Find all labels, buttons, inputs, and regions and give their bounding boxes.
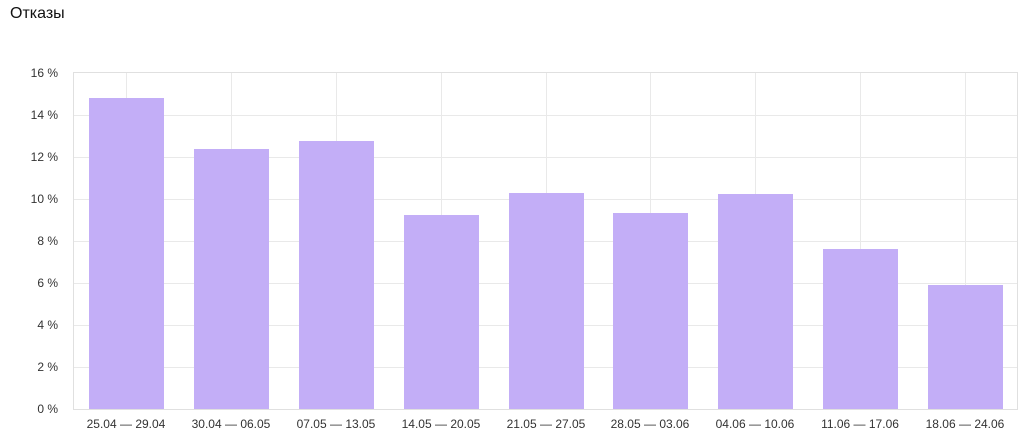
x-axis-label: 28.05 — 03.06: [610, 417, 690, 431]
x-axis-label: 21.05 — 27.05: [506, 417, 586, 431]
y-axis-label: 10 %: [30, 192, 58, 206]
y-axis-label: 14 %: [30, 108, 58, 122]
x-axis-label: 18.06 — 24.06: [925, 417, 1005, 431]
chart-title: Отказы: [10, 5, 65, 22]
y-axis-label: 6 %: [37, 276, 58, 290]
y-axis-label: 12 %: [30, 150, 58, 164]
bar[interactable]: [404, 215, 479, 409]
x-axis-label: 07.05 — 13.05: [296, 417, 376, 431]
bar[interactable]: [509, 193, 584, 409]
x-axis-label: 04.06 — 10.06: [715, 417, 795, 431]
x-axis-label: 30.04 — 06.05: [191, 417, 271, 431]
bar[interactable]: [928, 285, 1003, 409]
bar[interactable]: [823, 249, 898, 409]
bar[interactable]: [299, 141, 374, 409]
bar[interactable]: [194, 149, 269, 409]
v-gridline: [860, 73, 861, 409]
bar[interactable]: [613, 213, 688, 409]
y-axis-label: 4 %: [37, 318, 58, 332]
h-gridline: [74, 115, 1017, 116]
y-axis-label: 16 %: [30, 66, 58, 80]
y-axis-label: 0 %: [37, 402, 58, 416]
x-axis-label: 25.04 — 29.04: [86, 417, 166, 431]
x-axis-label: 11.06 — 17.06: [821, 417, 899, 431]
bar[interactable]: [89, 98, 164, 409]
h-gridline: [74, 157, 1017, 158]
y-axis-label: 8 %: [37, 234, 58, 248]
bar[interactable]: [718, 194, 793, 409]
plot-area: [73, 72, 1018, 410]
x-axis-label: 14.05 — 20.05: [401, 417, 481, 431]
y-axis-label: 2 %: [37, 360, 58, 374]
v-gridline: [965, 73, 966, 409]
